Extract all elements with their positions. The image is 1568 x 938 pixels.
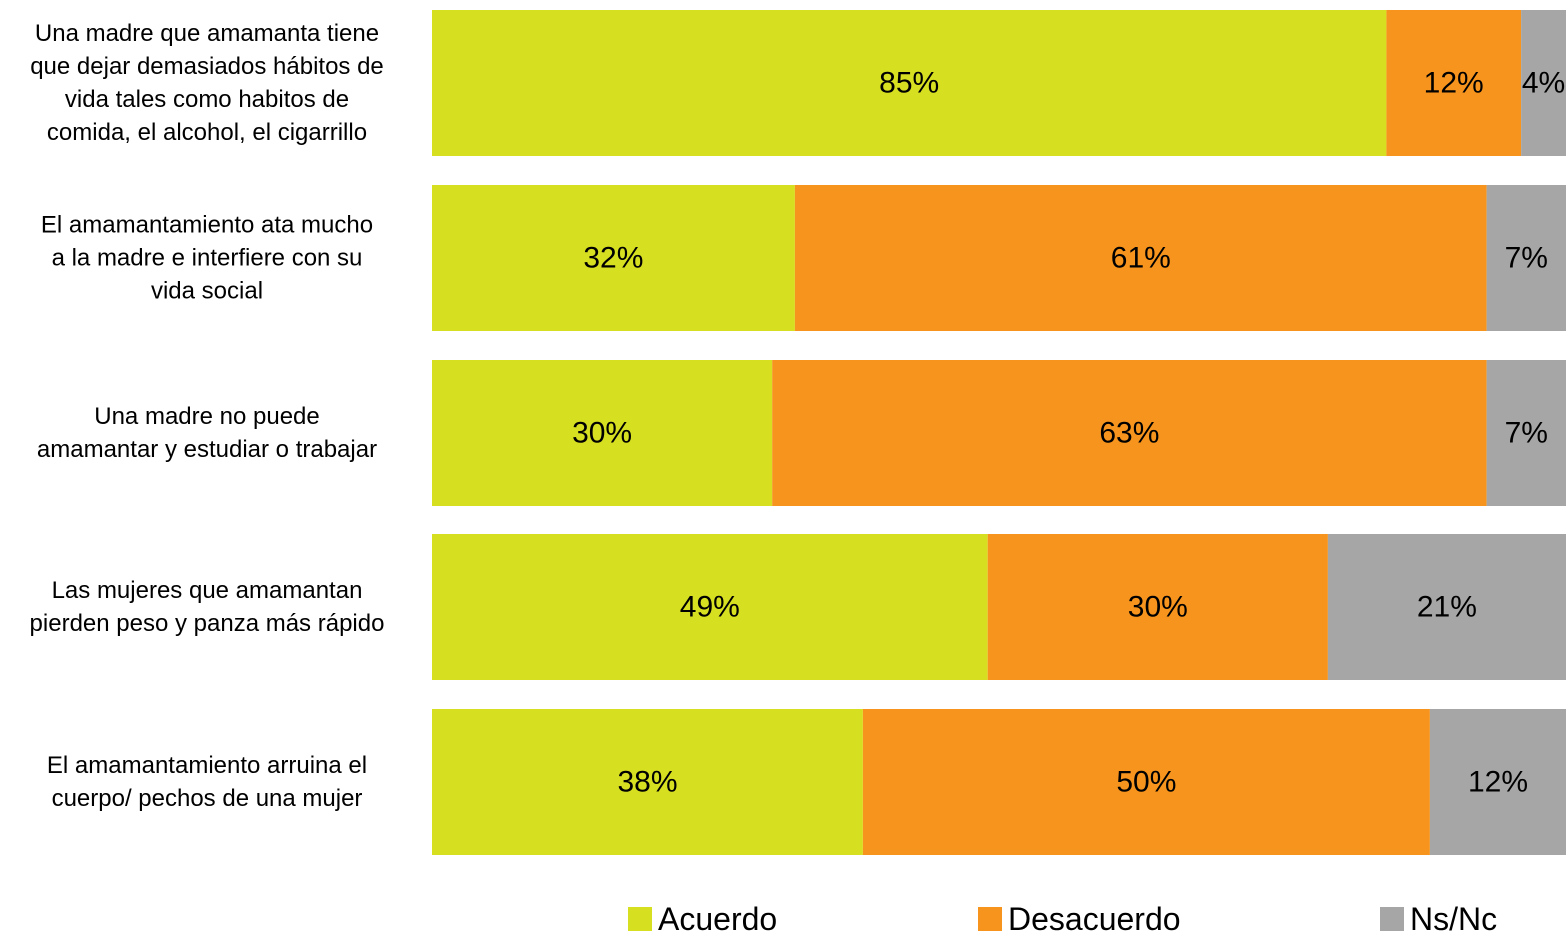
category-label: El amamantamiento arruina el cuerpo/ pech… <box>47 752 367 812</box>
category-label-line: El amamantamiento arruina el <box>47 752 367 779</box>
category-label-line: Las mujeres que amamantan <box>52 577 363 604</box>
data-label: 63% <box>1099 417 1159 450</box>
data-label: 49% <box>680 591 740 624</box>
legend-swatch <box>978 907 1002 931</box>
legend-label: Desacuerdo <box>1008 901 1181 937</box>
legend-label: Acuerdo <box>658 901 777 937</box>
category-label-line: El amamantamiento ata mucho <box>41 212 373 239</box>
legend-swatch <box>1380 907 1404 931</box>
category-label-line: que dejar demasiados hábitos de <box>30 53 384 80</box>
data-label: 61% <box>1111 242 1171 275</box>
data-label: 38% <box>617 766 677 799</box>
category-label: El amamantamiento ata mucho a la madre e … <box>41 212 373 305</box>
data-label: 50% <box>1116 766 1176 799</box>
category-labels: Una madre que amamanta tiene que dejar de… <box>30 20 385 812</box>
category-label-line: Una madre que amamanta tiene <box>35 20 379 47</box>
data-label: 7% <box>1505 242 1548 275</box>
category-label-line: a la madre e interfiere con su <box>52 245 363 272</box>
category-label: Una madre no puede amamantar y estudiar o… <box>37 403 377 463</box>
category-label: Una madre que amamanta tiene que dejar de… <box>30 20 384 146</box>
data-label: 85% <box>879 67 939 100</box>
data-label: 4% <box>1522 67 1565 100</box>
category-label-line: pierden peso y panza más rápido <box>30 610 385 637</box>
data-label: 21% <box>1417 591 1477 624</box>
data-label: 30% <box>1128 591 1188 624</box>
legend-swatch <box>628 907 652 931</box>
data-label: 30% <box>572 417 632 450</box>
category-label-line: vida social <box>151 278 263 305</box>
category-label-line: Una madre no puede <box>94 403 320 430</box>
bars-group: 85% 12% 4% 32% 61% 7% 30% 63% 7% 49% 30% 21% 38% 50% 1… <box>432 10 1566 855</box>
legend-item-acuerdo: Acuerdo <box>628 901 777 937</box>
data-label: 12% <box>1468 766 1528 799</box>
data-label: 32% <box>583 242 643 275</box>
category-label-line: amamantar y estudiar o trabajar <box>37 436 377 463</box>
category-label-line: comida, el alcohol, el cigarrillo <box>47 119 367 146</box>
data-label: 12% <box>1424 67 1484 100</box>
category-label-line: vida tales como habitos de <box>65 86 349 113</box>
legend-label: Ns/Nc <box>1410 901 1497 937</box>
category-label-line: cuerpo/ pechos de una mujer <box>52 785 363 812</box>
category-label: Las mujeres que amamantan pierden peso y … <box>30 577 385 637</box>
data-label: 7% <box>1505 417 1548 450</box>
legend-item-desacuerdo: Desacuerdo <box>978 901 1181 937</box>
legend-item-nsnc: Ns/Nc <box>1380 901 1497 937</box>
legend: Acuerdo Desacuerdo Ns/Nc <box>628 901 1497 937</box>
